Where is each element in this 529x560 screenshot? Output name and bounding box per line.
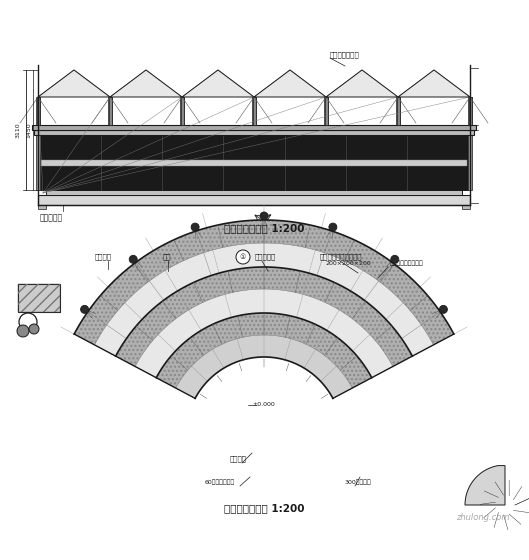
Circle shape: [29, 324, 39, 334]
Circle shape: [191, 223, 199, 231]
Polygon shape: [326, 70, 398, 97]
Text: 3110: 3110: [16, 122, 21, 138]
Text: 参黛白小方砖铺挡路沿: 参黛白小方砖铺挡路沿: [320, 253, 362, 260]
Circle shape: [80, 305, 88, 314]
Circle shape: [329, 223, 337, 231]
Text: 绿化阶梯平面图 1:200: 绿化阶梯平面图 1:200: [224, 503, 304, 513]
Text: 花石铺地: 花石铺地: [230, 455, 247, 462]
Bar: [396, 97, 400, 190]
Bar: [252, 97, 256, 190]
Text: 1450: 1450: [26, 122, 31, 138]
Bar: [40, 135, 468, 190]
Bar: [468, 97, 472, 190]
Polygon shape: [135, 289, 393, 378]
Polygon shape: [254, 70, 326, 97]
Polygon shape: [110, 70, 182, 97]
Bar: [397, 97, 399, 125]
Bar: [37, 97, 40, 125]
Circle shape: [17, 325, 29, 337]
Text: 钢柱: 钢柱: [163, 253, 171, 260]
Bar: [18, 284, 60, 312]
Bar: [180, 97, 184, 125]
Bar: [462, 205, 470, 209]
Text: ±0.000: ±0.000: [253, 403, 276, 408]
Polygon shape: [465, 465, 505, 505]
Polygon shape: [95, 243, 434, 356]
Bar: [41, 160, 467, 166]
Circle shape: [129, 255, 137, 263]
Bar: [180, 97, 184, 190]
Bar: [18, 284, 60, 312]
Polygon shape: [116, 267, 412, 366]
Bar: [34, 130, 474, 135]
Text: 200×200×200: 200×200×200: [325, 261, 371, 266]
Text: 凉棚由厂家定数: 凉棚由厂家定数: [330, 52, 360, 58]
Text: ①: ①: [240, 254, 246, 260]
Bar: [252, 97, 256, 125]
Text: 绿化阶梯立面图 1:200: 绿化阶梯立面图 1:200: [224, 223, 304, 233]
Bar: [38, 195, 470, 205]
Polygon shape: [398, 70, 470, 97]
Circle shape: [19, 313, 37, 331]
Text: zhulong.com: zhulong.com: [457, 513, 510, 522]
Polygon shape: [156, 313, 372, 388]
Circle shape: [440, 305, 448, 314]
Text: 芝麻灰路面: 芝麻灰路面: [40, 213, 63, 222]
Bar: [38, 205, 46, 209]
Bar: [46, 190, 462, 195]
Bar: [469, 97, 471, 125]
Text: 花岗石安装砖铺地面: 花岗石安装砖铺地面: [390, 260, 424, 266]
Bar: [32, 125, 476, 130]
Text: 300立方石象: 300立方石象: [345, 479, 372, 485]
Bar: [324, 97, 327, 125]
Bar: [324, 97, 328, 190]
Circle shape: [260, 212, 268, 220]
Polygon shape: [74, 220, 454, 345]
Polygon shape: [176, 335, 352, 398]
Bar: [108, 97, 112, 190]
Text: 座凳大样图: 座凳大样图: [255, 253, 276, 260]
Polygon shape: [38, 70, 110, 97]
Polygon shape: [182, 70, 254, 97]
Circle shape: [236, 250, 250, 264]
Bar: [108, 97, 112, 125]
Text: 60厚彩光象象白: 60厚彩光象象白: [205, 479, 235, 485]
Text: 柔水底板: 柔水底板: [95, 253, 112, 260]
Bar: [37, 97, 40, 190]
Circle shape: [391, 255, 399, 263]
